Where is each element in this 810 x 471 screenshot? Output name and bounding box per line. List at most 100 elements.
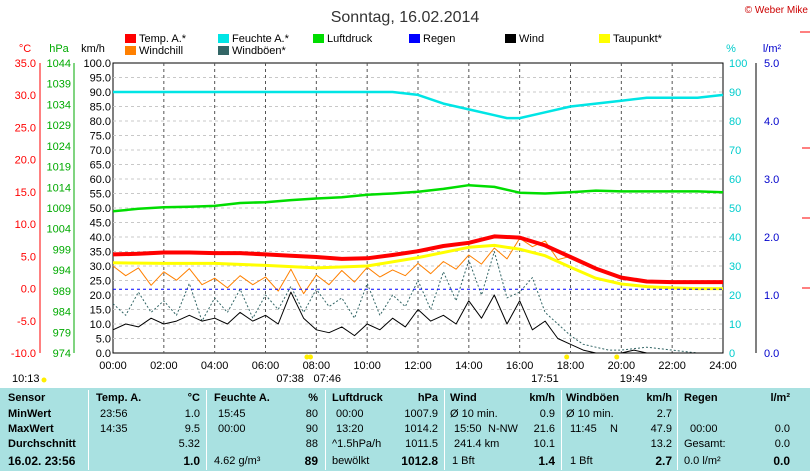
weather-chart: Sonntag, 16.02.2014 © Weber Mike °C hPa … — [11, 5, 810, 385]
temp-tick-label: 10.0 — [15, 219, 36, 231]
header-humidity-unit: % — [308, 392, 318, 404]
min-gust-label: Ø 10 min. — [566, 408, 614, 420]
time-annotation: 17:51 — [531, 373, 559, 385]
max-pressure-value: 1014.2 — [404, 423, 438, 435]
legend-label: Windchill — [139, 45, 183, 57]
legend-label: Regen — [423, 33, 455, 45]
row-label-current: 16.02. 23:56 — [8, 454, 76, 468]
legend-swatch — [313, 34, 324, 43]
legend-label: Temp. A.* — [139, 33, 187, 45]
legend-item-humidity: Feuchte A.* — [218, 33, 290, 45]
legend-label: Wind — [519, 33, 544, 45]
absolute-humidity: 4.62 g/m³ — [214, 455, 261, 467]
annotations: 10:13 07:38 07:46 17:51 19:49 — [12, 354, 647, 385]
humidity-tick-label: 90 — [729, 87, 741, 99]
pressure-tick-label: 1024 — [47, 141, 71, 153]
sun-marker — [41, 377, 47, 383]
legend-item-dewpoint: Taupunkt* — [599, 33, 663, 45]
rain-tick-label: 5.0 — [764, 58, 779, 70]
max-pressure-time: 13:20 — [336, 423, 364, 435]
current-wind-value: 1.4 — [538, 454, 555, 468]
wind-tick-label: 55.0 — [90, 189, 111, 201]
row-label-max: MaxWert — [8, 423, 54, 435]
max-temp-time: 14:35 — [100, 423, 128, 435]
time-tick-label: 14:00 — [455, 360, 483, 372]
wind-distance: 241.4 km — [454, 438, 500, 450]
rain-tick-label: 0.0 — [764, 348, 779, 360]
rain-tick-label: 2.0 — [764, 232, 779, 244]
header-gust: Windböen — [566, 392, 620, 404]
legend-swatch — [218, 34, 229, 43]
min-pressure-value: 1007.9 — [404, 408, 438, 420]
header-humidity: Feuchte A. — [214, 392, 270, 404]
column-separator — [88, 390, 89, 470]
pressure-tick-label: 994 — [53, 265, 71, 277]
temp-tick-label: 15.0 — [15, 187, 36, 199]
wind-axis-header: km/h — [81, 43, 105, 55]
avg-wind-value: 10.1 — [533, 438, 555, 450]
temp-tick-label: 35.0 — [15, 58, 36, 70]
weather-condition: bewölkt — [332, 455, 370, 467]
min-temp-value: 1.0 — [184, 408, 200, 420]
current-rain-value: 0.0 — [773, 454, 790, 468]
humidity-tick-label: 20 — [729, 290, 741, 302]
min-wind-value: 0.9 — [539, 408, 555, 420]
series-luftdruck-line — [112, 183, 724, 213]
wind-tick-label: 35.0 — [90, 247, 111, 259]
sun-marker — [304, 354, 310, 360]
sun-marker — [614, 354, 620, 360]
legend-item-gust: Windböen* — [218, 45, 287, 57]
min-pressure-time: 00:00 — [336, 408, 364, 420]
humidity-tick-label: 40 — [729, 232, 741, 244]
header-rain-unit: l/m² — [770, 392, 790, 404]
legend-swatch — [125, 46, 136, 55]
humidity-tick-label: 70 — [729, 145, 741, 157]
pressure-tick-label: 979 — [53, 327, 71, 339]
header-pressure: Luftdruck — [332, 392, 383, 404]
current-gust-value: 2.7 — [655, 454, 672, 468]
legend-swatch — [505, 34, 516, 43]
humidity-tick-label: 80 — [729, 116, 741, 128]
time-tick-label: 18:00 — [557, 360, 585, 372]
series-feuchte-a-line — [113, 90, 724, 120]
avg-temp-value: 5.32 — [178, 438, 200, 450]
header-wind: Wind — [450, 392, 477, 404]
pressure-tick-label: 1019 — [47, 162, 71, 174]
wind-tick-label: 10.0 — [90, 319, 111, 331]
legend-label: Feuchte A.* — [232, 33, 290, 45]
series-windböen-line — [112, 251, 723, 354]
legend-label: Luftdruck — [327, 33, 373, 45]
time-tick-label: 06:00 — [252, 360, 280, 372]
min-humidity-value: 80 — [305, 408, 318, 420]
avg-humidity-value: 88 — [305, 438, 318, 450]
time-tick-label: 16:00 — [506, 360, 534, 372]
legend-item-windchill: Windchill — [125, 45, 183, 57]
gridlines — [113, 63, 723, 353]
max-wind-value: 21.6 — [533, 423, 555, 435]
wind-tick-label: 100.0 — [83, 58, 111, 70]
temp-tick-label: 25.0 — [15, 122, 36, 134]
max-rain-value: 0.0 — [774, 423, 790, 435]
time-annotation: 07:38 — [276, 373, 304, 385]
max-humidity-time: 00:00 — [218, 423, 246, 435]
wind-beaufort: 1 Bft — [452, 455, 475, 467]
wind-tick-label: 30.0 — [90, 261, 111, 273]
time-annotation: 10:13 — [12, 373, 40, 385]
max-gust-value: 47.9 — [650, 423, 672, 435]
pressure-tick-label: 999 — [53, 244, 71, 256]
pressure-tick-label: 1014 — [47, 182, 71, 194]
time-tick-label: 24:00 — [709, 360, 737, 372]
rain-tick-label: 4.0 — [764, 116, 779, 128]
wind-tick-label: 85.0 — [90, 102, 111, 114]
header-temp-unit: °C — [187, 392, 200, 404]
max-gust-time: 11:45 — [570, 423, 597, 435]
statistics-table: Sensor Temp. A. °C Feuchte A. % Luftdruc… — [0, 388, 810, 471]
min-wind-label: Ø 10 min. — [450, 408, 498, 420]
rain-total-label: Gesamt: — [684, 438, 726, 450]
time-tick-label: 10:00 — [353, 360, 381, 372]
edge-marks — [800, 31, 810, 289]
max-wind-time: 15:50 — [454, 423, 482, 435]
series-temp-a-line — [112, 234, 723, 285]
current-rain-label: 0.0 l/m² — [684, 455, 721, 467]
wind-tick-label: 25.0 — [90, 276, 111, 288]
